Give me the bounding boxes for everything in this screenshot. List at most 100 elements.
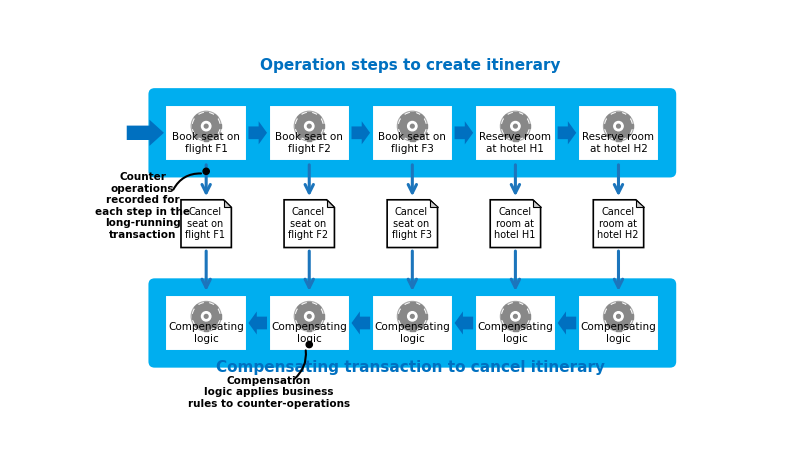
Bar [606, 323, 612, 328]
Bar [410, 327, 414, 331]
Circle shape [502, 113, 529, 140]
Bar [307, 327, 311, 331]
FancyBboxPatch shape [372, 295, 453, 351]
Polygon shape [387, 200, 438, 247]
Bar [401, 305, 406, 310]
Bar [526, 124, 530, 128]
Bar [522, 323, 527, 328]
Bar [204, 302, 208, 306]
Text: Counter
operations
recorded for
each step in the
long-running
transaction: Counter operations recorded for each ste… [95, 172, 190, 240]
Bar [625, 133, 630, 138]
Bar [307, 302, 311, 306]
Bar [522, 305, 527, 310]
Bar [418, 305, 424, 310]
Bar [194, 323, 200, 328]
Text: Cancel
room at
hotel H1: Cancel room at hotel H1 [494, 207, 535, 240]
Circle shape [605, 113, 632, 140]
Polygon shape [126, 120, 164, 146]
Circle shape [294, 301, 325, 332]
Bar [307, 112, 311, 115]
Circle shape [510, 121, 520, 131]
Bar [630, 314, 633, 319]
Circle shape [397, 301, 428, 332]
Circle shape [202, 121, 211, 131]
Bar [522, 114, 527, 120]
Circle shape [408, 312, 417, 321]
Polygon shape [249, 121, 267, 144]
Bar [315, 114, 321, 120]
Bar [418, 114, 424, 120]
Circle shape [399, 304, 425, 329]
FancyBboxPatch shape [269, 105, 350, 160]
Text: Compensating
logic: Compensating logic [374, 322, 450, 344]
FancyBboxPatch shape [149, 279, 676, 368]
Circle shape [510, 312, 520, 321]
FancyBboxPatch shape [578, 105, 659, 160]
Bar [522, 133, 527, 138]
Polygon shape [284, 200, 334, 247]
FancyBboxPatch shape [372, 105, 453, 160]
Bar [410, 112, 414, 115]
Circle shape [190, 111, 222, 142]
Bar [315, 323, 321, 328]
FancyBboxPatch shape [474, 105, 556, 160]
Circle shape [410, 314, 414, 318]
Bar [192, 124, 195, 128]
Bar [625, 114, 630, 120]
Circle shape [306, 341, 312, 348]
Circle shape [307, 314, 311, 318]
Bar [294, 314, 298, 319]
Circle shape [502, 304, 528, 329]
Bar [423, 124, 427, 128]
Circle shape [194, 304, 219, 329]
Circle shape [502, 303, 529, 330]
Polygon shape [326, 200, 334, 207]
Circle shape [202, 312, 211, 321]
Bar [320, 124, 324, 128]
Bar [526, 314, 530, 319]
Circle shape [408, 121, 417, 131]
Circle shape [297, 113, 322, 139]
Bar [514, 327, 518, 331]
Circle shape [603, 301, 634, 332]
Bar [398, 314, 402, 319]
Circle shape [190, 301, 222, 332]
Circle shape [295, 303, 323, 330]
Text: Book seat on
flight F1: Book seat on flight F1 [172, 132, 240, 153]
Bar [307, 137, 311, 140]
Bar [401, 323, 406, 328]
Bar [501, 124, 504, 128]
Bar [213, 114, 218, 120]
Text: Reserve room
at hotel H1: Reserve room at hotel H1 [479, 132, 551, 153]
Bar [410, 302, 414, 306]
FancyBboxPatch shape [166, 295, 247, 351]
Circle shape [514, 124, 518, 128]
Circle shape [606, 113, 631, 139]
Bar [192, 314, 195, 319]
Circle shape [398, 303, 426, 330]
Circle shape [294, 111, 325, 142]
Text: Book seat on
flight F3: Book seat on flight F3 [378, 132, 446, 153]
Bar [213, 133, 218, 138]
Circle shape [500, 301, 531, 332]
Bar [194, 133, 200, 138]
Bar [503, 305, 509, 310]
FancyBboxPatch shape [269, 295, 350, 351]
Bar [503, 323, 509, 328]
Circle shape [305, 312, 314, 321]
Bar [213, 323, 218, 328]
Polygon shape [181, 200, 231, 247]
Text: Reserve room
at hotel H2: Reserve room at hotel H2 [582, 132, 654, 153]
Bar [423, 314, 427, 319]
Circle shape [397, 111, 428, 142]
Circle shape [193, 113, 220, 140]
Polygon shape [594, 200, 644, 247]
Bar [503, 114, 509, 120]
Polygon shape [351, 312, 370, 334]
Bar [401, 133, 406, 138]
Bar [401, 114, 406, 120]
Bar [625, 305, 630, 310]
Bar [604, 124, 607, 128]
Circle shape [204, 314, 208, 318]
Text: Compensating
logic: Compensating logic [581, 322, 656, 344]
